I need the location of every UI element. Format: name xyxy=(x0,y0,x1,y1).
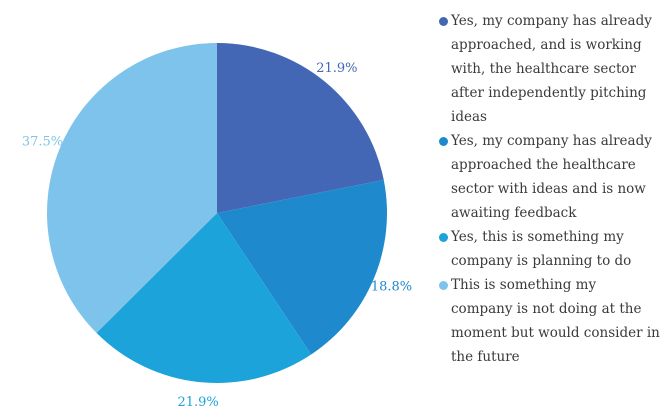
legend-marker xyxy=(439,17,448,26)
legend-item: Yes, this is something my company is pla… xyxy=(437,225,660,273)
pie-slice xyxy=(217,43,384,213)
pie-slice xyxy=(47,43,217,333)
slice-label: 21.9% xyxy=(177,395,218,410)
legend-item: Yes, my company has already approached, … xyxy=(437,9,660,129)
pie-slice xyxy=(217,179,387,355)
legend-label: Yes, my company has already approached t… xyxy=(451,133,652,221)
pie-slices xyxy=(47,43,387,383)
legend-item: Yes, my company has already approached t… xyxy=(437,129,660,225)
legend-item: This is something my company is not doin… xyxy=(437,273,660,369)
legend-marker xyxy=(439,281,448,290)
pie-slice xyxy=(96,213,312,383)
legend-marker xyxy=(439,137,448,146)
legend-label: Yes, my company has already approached, … xyxy=(451,13,652,125)
legend: Yes, my company has already approached, … xyxy=(437,9,660,369)
legend-marker xyxy=(439,233,448,242)
slice-label: 37.5% xyxy=(22,135,63,150)
pie-chart: 21.9% 18.8% 21.9% 37.5% xyxy=(22,43,412,410)
legend-label: This is something my company is not doin… xyxy=(451,277,660,365)
pie-slice-labels: 21.9% 18.8% 21.9% 37.5% xyxy=(22,61,412,410)
slice-label: 21.9% xyxy=(316,61,357,76)
legend-label: Yes, this is something my company is pla… xyxy=(451,229,632,269)
slice-label: 18.8% xyxy=(371,280,412,295)
